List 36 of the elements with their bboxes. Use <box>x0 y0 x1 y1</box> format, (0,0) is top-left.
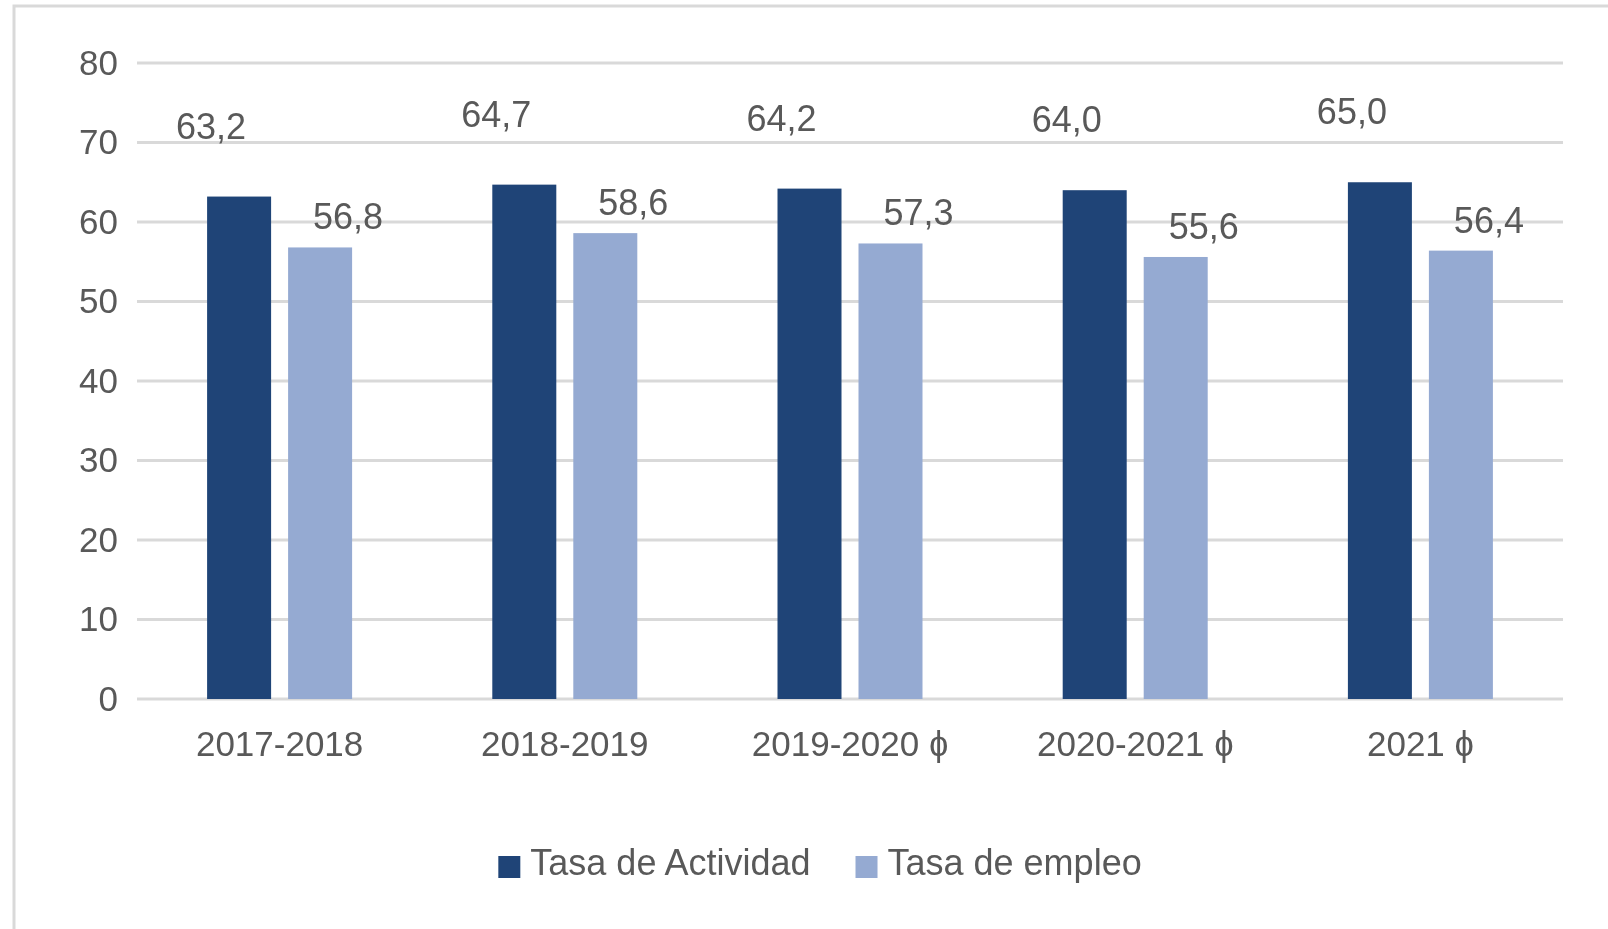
data-label: 65,0 <box>1316 91 1387 133</box>
data-label: 64,7 <box>461 93 532 135</box>
bar <box>1428 250 1493 699</box>
y-tick-label: 20 <box>79 519 118 559</box>
bar <box>207 196 272 699</box>
bar <box>573 233 638 699</box>
data-label: 56,8 <box>313 196 384 238</box>
y-tick-label: 30 <box>79 440 118 480</box>
bar <box>1347 182 1412 699</box>
data-label: 63,2 <box>176 105 247 147</box>
x-tick-label: 2017-2018 <box>195 723 364 763</box>
bar <box>858 243 923 699</box>
x-tick-label: 2021 ɸ <box>1366 723 1474 763</box>
data-label: 58,6 <box>598 182 669 224</box>
y-tick-label: 10 <box>79 599 118 639</box>
data-label: 64,2 <box>746 97 817 139</box>
bar <box>288 247 353 699</box>
y-tick-label: 60 <box>79 201 118 241</box>
bar <box>1062 190 1127 699</box>
y-tick-label: 0 <box>98 678 118 718</box>
x-tick-label: 2020-2021 ɸ <box>1037 723 1234 763</box>
bar <box>1143 256 1208 699</box>
legend-label: Tasa de Actividad <box>530 842 811 883</box>
bar <box>492 184 557 699</box>
data-label: 56,4 <box>1453 199 1524 241</box>
legend-label: Tasa de empleo <box>887 842 1142 883</box>
y-tick-label: 40 <box>79 360 118 400</box>
x-tick-label: 2019-2020 ɸ <box>751 723 949 763</box>
y-tick-label: 70 <box>79 122 118 162</box>
data-label: 64,0 <box>1031 99 1102 141</box>
bar <box>777 188 842 699</box>
data-label: 57,3 <box>883 192 954 234</box>
data-label: 55,6 <box>1168 205 1239 247</box>
x-tick-label: 2018-2019 <box>481 723 649 763</box>
y-tick-label: 50 <box>79 281 118 321</box>
y-tick-label: 80 <box>79 42 118 82</box>
